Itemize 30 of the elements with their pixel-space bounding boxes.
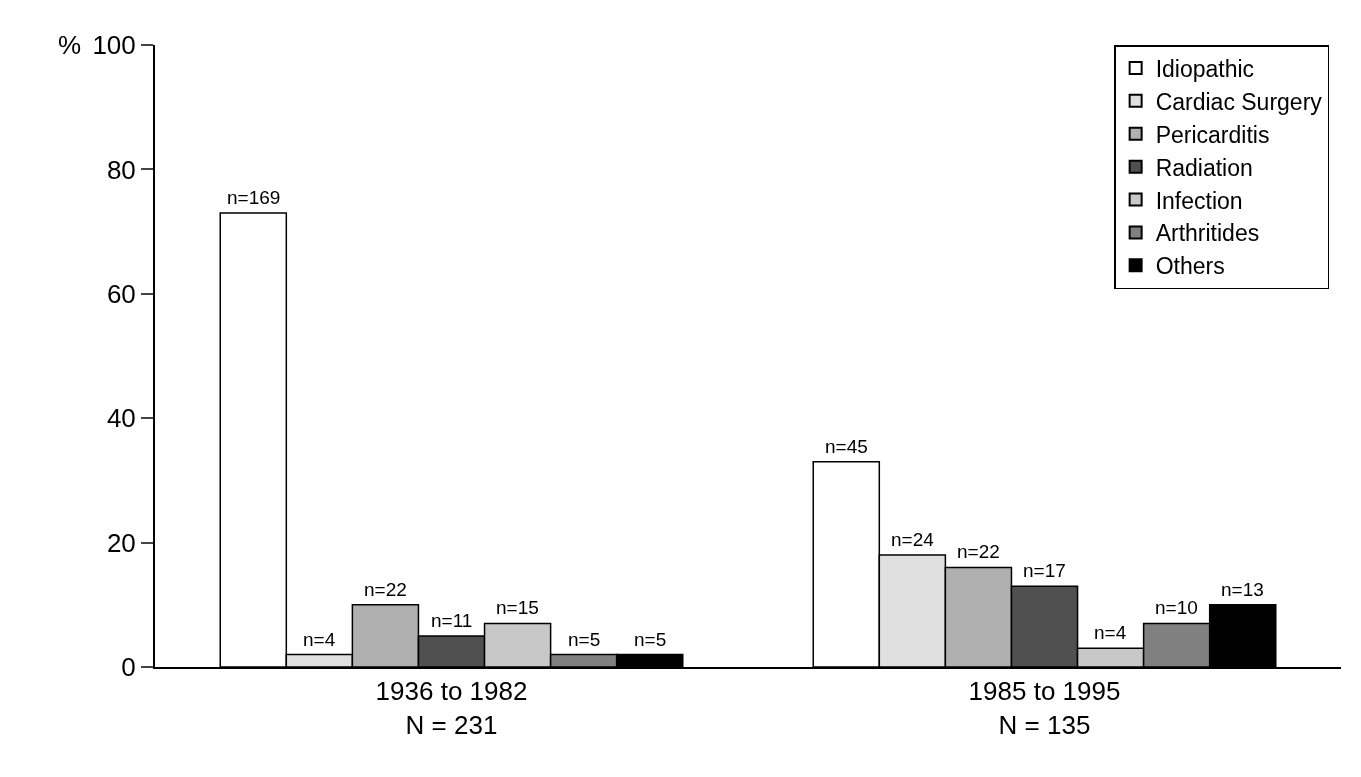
legend-label: Arthritides <box>1155 220 1260 247</box>
annotation: n=15 <box>496 597 539 618</box>
annotation: n=169 <box>227 187 281 208</box>
y-axis-title: % <box>58 30 82 60</box>
annotation: n=4 <box>1094 622 1127 643</box>
legend-label: Idiopathic <box>1155 55 1255 82</box>
y-tick-label: 80 <box>106 154 136 185</box>
annotation: n=10 <box>1155 597 1198 618</box>
y-tick-label: 100 <box>92 30 136 61</box>
legend-label: Others <box>1155 253 1225 280</box>
x-tick-label: 1985 to 1995 N = 135 <box>968 676 1121 740</box>
annotation: n=5 <box>634 629 667 650</box>
annotation: n=17 <box>1023 560 1066 581</box>
y-tick-label: 20 <box>106 527 136 558</box>
y-tick-label: 40 <box>106 403 136 434</box>
y-tick-label: 60 <box>106 278 136 309</box>
annotation: n=45 <box>825 436 868 457</box>
legend-label: Infection <box>1155 187 1243 214</box>
annotation: n=24 <box>891 529 935 550</box>
y-tick-label: 0 <box>121 652 136 683</box>
annotation: n=22 <box>364 579 407 600</box>
annotation: n=11 <box>431 610 473 631</box>
annotation: n=5 <box>568 629 601 650</box>
annotation: n=22 <box>957 541 1000 562</box>
legend-label: Radiation <box>1155 154 1253 181</box>
annotation: n=13 <box>1221 579 1264 600</box>
legend-label: Cardiac Surgery <box>1155 88 1323 115</box>
legend-label: Pericarditis <box>1155 121 1270 148</box>
x-tick-label: 1936 to 1982 N = 231 <box>375 676 528 740</box>
annotation: n=4 <box>303 629 336 650</box>
